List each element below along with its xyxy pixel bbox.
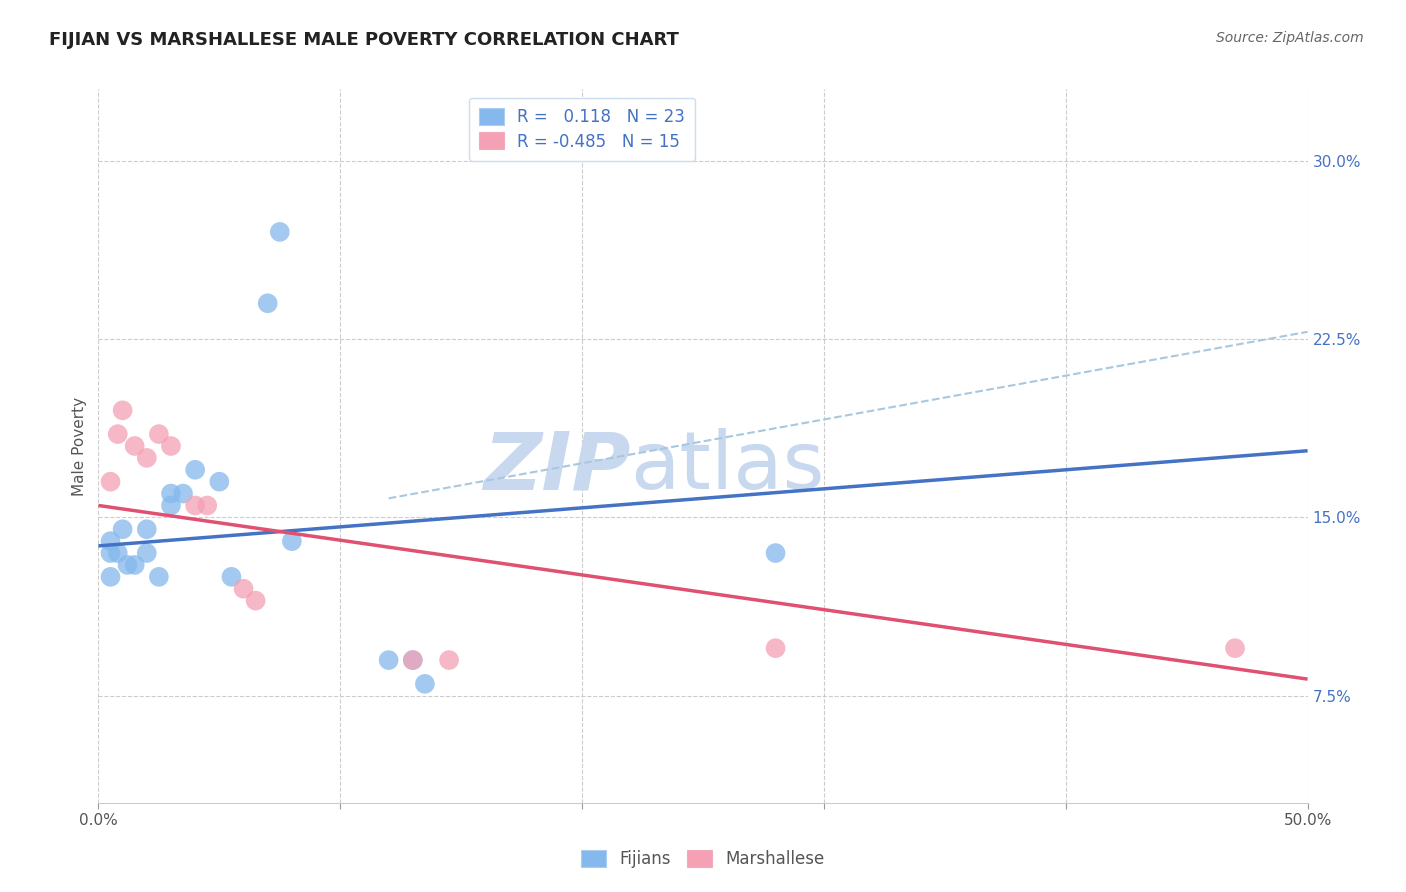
Point — [402, 653, 425, 667]
Point — [135, 450, 157, 465]
Point — [1223, 641, 1246, 656]
Text: Source: ZipAtlas.com: Source: ZipAtlas.com — [1216, 31, 1364, 45]
Legend: R =   0.118   N = 23, R = -0.485   N = 15: R = 0.118 N = 23, R = -0.485 N = 15 — [470, 97, 695, 161]
Point — [232, 582, 254, 596]
Point — [100, 546, 122, 560]
Point — [160, 439, 183, 453]
Point — [107, 546, 129, 560]
Point — [100, 475, 122, 489]
Point — [124, 439, 146, 453]
Point — [195, 499, 218, 513]
Point — [111, 522, 134, 536]
Point — [135, 522, 157, 536]
Text: atlas: atlas — [630, 428, 825, 507]
Point — [148, 427, 170, 442]
Point — [135, 546, 157, 560]
Point — [765, 641, 787, 656]
Point — [184, 463, 207, 477]
Point — [269, 225, 291, 239]
Text: ZIP: ZIP — [484, 428, 630, 507]
Point — [172, 486, 194, 500]
Point — [281, 534, 304, 549]
Point — [765, 546, 787, 560]
Point — [111, 403, 134, 417]
Point — [245, 593, 267, 607]
Point — [208, 475, 231, 489]
Point — [413, 677, 436, 691]
Y-axis label: Male Poverty: Male Poverty — [72, 396, 87, 496]
Point — [377, 653, 399, 667]
Point — [148, 570, 170, 584]
Point — [402, 653, 425, 667]
Legend: Fijians, Marshallese: Fijians, Marshallese — [574, 843, 832, 875]
Point — [160, 499, 183, 513]
Point — [100, 534, 122, 549]
Point — [221, 570, 243, 584]
Point — [184, 499, 207, 513]
Point — [256, 296, 278, 310]
Point — [107, 427, 129, 442]
Point — [160, 486, 183, 500]
Point — [100, 570, 122, 584]
Point — [117, 558, 139, 572]
Point — [124, 558, 146, 572]
Point — [437, 653, 460, 667]
Text: FIJIAN VS MARSHALLESE MALE POVERTY CORRELATION CHART: FIJIAN VS MARSHALLESE MALE POVERTY CORRE… — [49, 31, 679, 49]
